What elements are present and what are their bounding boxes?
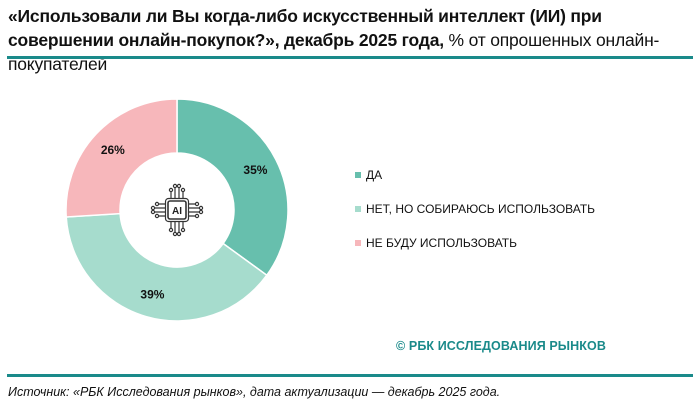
- ai-chip-icon: AI: [150, 183, 204, 237]
- donut-slice-yes: [176, 98, 289, 277]
- legend-swatch-no: [355, 240, 361, 246]
- chart-title-bold: «Использовали ли Вы когда-либо искусстве…: [8, 6, 602, 50]
- chart-title: «Использовали ли Вы когда-либо искусстве…: [8, 4, 698, 76]
- legend-item-not-yet: НЕТ, НО СОБИРАЮСЬ ИСПОЛЬЗОВАТЬ: [355, 192, 595, 226]
- legend-swatch-yes: [355, 172, 361, 178]
- brand-credit: © РБК ИССЛЕДОВАНИЯ РЫНКОВ: [396, 339, 606, 353]
- ai-chip-label: AI: [172, 206, 182, 217]
- legend-label-not-yet: НЕТ, НО СОБИРАЮСЬ ИСПОЛЬЗОВАТЬ: [366, 202, 596, 216]
- legend-item-yes: ДА: [355, 158, 595, 192]
- chart-title-normal: % от опрошенных онлайн-покупателей: [8, 30, 660, 74]
- slice-label-yes: 35%: [243, 163, 267, 177]
- donut-slice-no: [65, 98, 178, 218]
- bottom-divider: [7, 374, 693, 377]
- legend-swatch-not-yet: [355, 206, 361, 212]
- source-note: Источник: «РБК Исследования рынков», дат…: [8, 385, 501, 399]
- top-divider: [7, 56, 693, 59]
- slice-label-no: 26%: [101, 143, 125, 157]
- chart-legend: ДА НЕТ, НО СОБИРАЮСЬ ИСПОЛЬЗОВАТЬ НЕ БУД…: [355, 158, 595, 260]
- donut-slice-not-yet: [65, 212, 268, 322]
- legend-label-yes: ДА: [366, 168, 383, 182]
- legend-item-no: НЕ БУДУ ИСПОЛЬЗОВАТЬ: [355, 226, 595, 260]
- donut-slices: [65, 98, 289, 322]
- slice-label-not-yet: 39%: [140, 288, 164, 302]
- legend-label-no: НЕ БУДУ ИСПОЛЬЗОВАТЬ: [366, 236, 517, 250]
- donut-slice-labels: 35% 39% 26%: [101, 143, 268, 302]
